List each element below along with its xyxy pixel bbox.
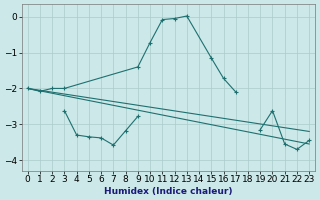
X-axis label: Humidex (Indice chaleur): Humidex (Indice chaleur) — [104, 187, 233, 196]
